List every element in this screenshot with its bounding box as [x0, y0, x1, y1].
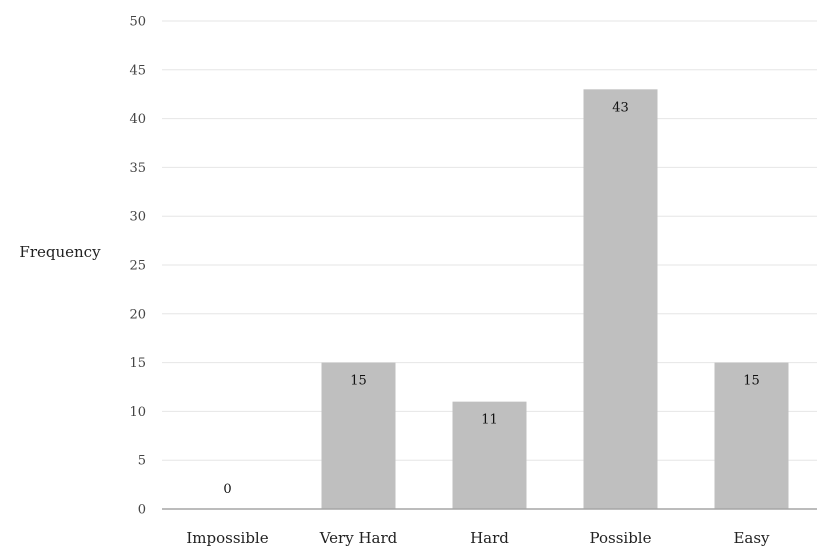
y-tick-label: 35	[129, 161, 146, 176]
bars	[321, 89, 789, 509]
gridlines	[162, 20, 817, 461]
y-tick-label: 0	[138, 503, 146, 518]
y-tick-label: 15	[129, 356, 146, 371]
y-tick-label: 40	[129, 112, 146, 127]
data-label: 15	[743, 374, 760, 389]
y-axis-ticks: 0 5 10 15 20 25 30 35 40 45 50	[129, 15, 146, 518]
x-tick-label: Very Hard	[319, 529, 398, 547]
data-label: 0	[223, 482, 231, 497]
x-tick-label: Impossible	[186, 529, 268, 547]
x-tick-label: Hard	[470, 529, 509, 547]
y-tick-label: 45	[129, 63, 146, 78]
data-label: 15	[350, 374, 367, 389]
data-label: 43	[612, 100, 629, 115]
data-labels: 0 15 11 43 15	[223, 100, 759, 497]
y-tick-label: 50	[129, 15, 146, 30]
y-tick-label: 5	[138, 454, 146, 469]
y-tick-label: 20	[129, 307, 146, 322]
bar-hard	[452, 401, 527, 509]
bar-very-hard	[321, 362, 396, 509]
x-axis-labels: Impossible Very Hard Hard Possible Easy	[186, 529, 770, 547]
bar-easy	[714, 362, 789, 509]
x-tick-label: Possible	[590, 529, 652, 547]
y-tick-label: 30	[129, 210, 146, 225]
x-tick-label: Easy	[733, 529, 770, 547]
data-label: 11	[481, 413, 498, 428]
y-axis-title: Frequency	[19, 243, 101, 261]
bar-possible	[583, 89, 658, 509]
y-tick-label: 10	[129, 405, 146, 420]
y-tick-label: 25	[129, 259, 146, 274]
